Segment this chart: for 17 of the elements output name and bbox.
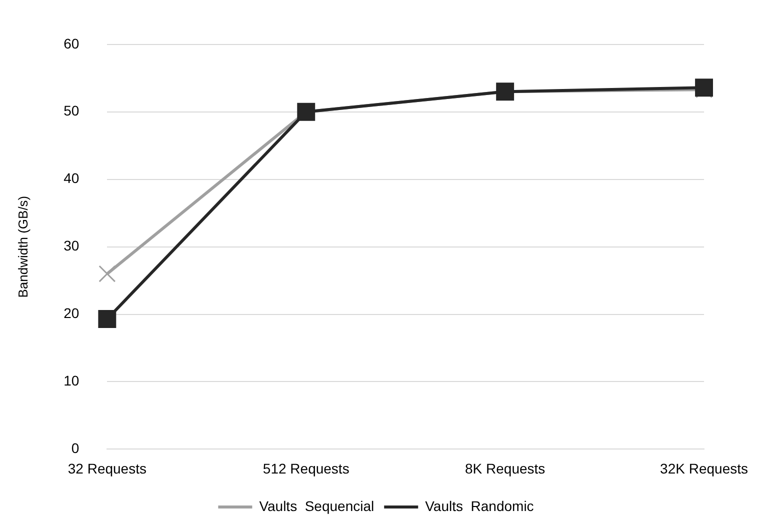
x-tick-label: 512 Requests: [262, 460, 350, 476]
point: [98, 265, 116, 282]
x-tick-label: 32K Requests: [660, 460, 748, 476]
legend-label: Vaults Randomic: [425, 498, 534, 514]
point: [98, 310, 116, 328]
legend-label: Vaults Sequencial: [259, 498, 374, 514]
y-tick-label: 50: [64, 102, 80, 119]
x-tick-label: 8K Requests: [464, 460, 546, 476]
y-tick-label: 0: [71, 440, 80, 456]
y-tick-label: 20: [64, 305, 80, 322]
y-tick-label: 10: [64, 372, 80, 389]
y-tick-label: 30: [64, 238, 80, 254]
y-axis-title: Bandwidth (GB/s): [15, 196, 30, 298]
y-tick-label: 60: [64, 35, 80, 52]
point: [695, 78, 714, 97]
y-tick-label: 40: [64, 170, 80, 186]
x-tick-label: 32 Requests: [68, 460, 146, 476]
